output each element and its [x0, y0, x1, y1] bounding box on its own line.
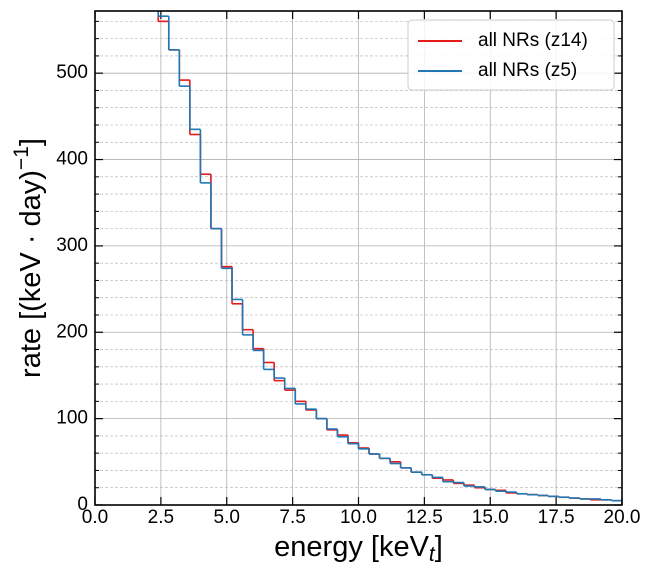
x-tick-label: 5.0	[214, 507, 240, 528]
x-tick-label: 0.0	[82, 507, 108, 528]
x-tick-label: 20.0	[604, 507, 641, 528]
y-axis-label-sup: −1	[10, 146, 33, 170]
x-tick-label: 12.5	[406, 507, 443, 528]
y-tick-label: 500	[56, 62, 88, 83]
x-axis-label-sub: t	[429, 543, 436, 566]
x-tick-label: 10.0	[340, 507, 377, 528]
x-tick-label: 17.5	[538, 507, 575, 528]
y-axis-label: rate [(keV · day)−1]	[10, 138, 47, 378]
x-axis-label: energy [keVt]	[274, 531, 443, 566]
x-tick-label: 15.0	[472, 507, 509, 528]
plot-area	[157, 11, 622, 505]
x-axis-label-end: ]	[435, 531, 443, 563]
legend-label: all NRs (z5)	[478, 60, 577, 81]
y-axis-label-end: ]	[15, 138, 47, 146]
legend-label: all NRs (z14)	[478, 30, 588, 51]
x-tick-label: 7.5	[279, 507, 305, 528]
y-axis-label-main: rate [(keV · day)	[15, 170, 47, 378]
x-axis-label-main: energy [keV	[274, 531, 429, 563]
y-tick-label: 300	[56, 235, 88, 256]
legend-frame	[407, 19, 615, 91]
y-tick-label: 0	[77, 494, 88, 515]
plot-frame	[94, 10, 623, 506]
x-tick-label: 2.5	[148, 507, 174, 528]
y-tick-label: 200	[56, 321, 88, 342]
y-tick-label: 400	[56, 149, 88, 170]
y-tick-label: 100	[56, 408, 88, 429]
